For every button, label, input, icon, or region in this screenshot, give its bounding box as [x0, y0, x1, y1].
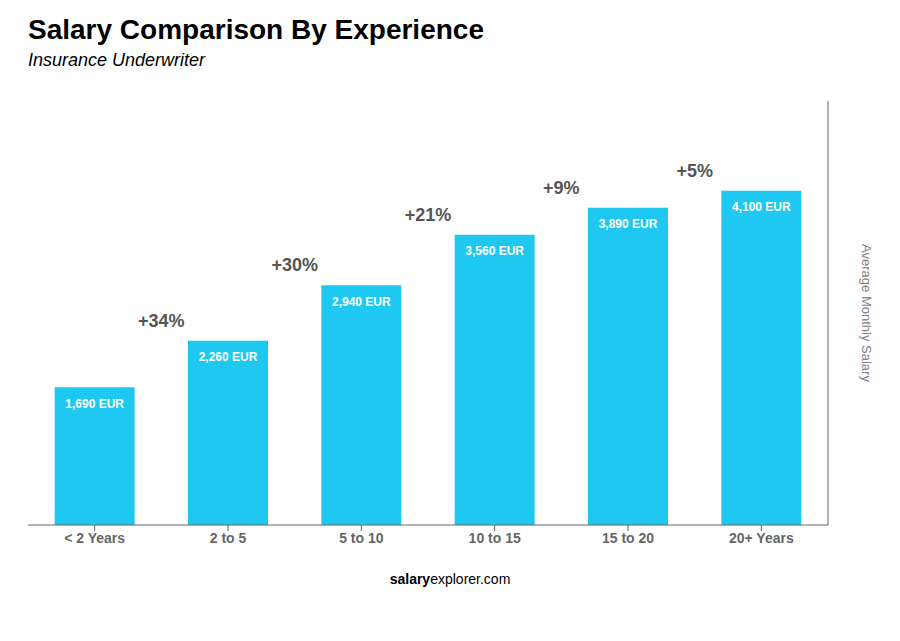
svg-text:+21%: +21%: [405, 205, 452, 225]
svg-text:2 to 5: 2 to 5: [210, 530, 247, 546]
svg-text:+34%: +34%: [138, 311, 185, 331]
svg-text:3,890 EUR: 3,890 EUR: [599, 217, 658, 231]
html-text:salary explorer.com: salary explorer.com: [389, 571, 511, 587]
svg-text:20+ Years: 20+ Years: [729, 530, 794, 546]
svg-text:5 to 10: 5 to 10: [339, 530, 384, 546]
html-text:Insurance Underwriter: Insurance Underwriter: [28, 50, 206, 70]
svg-text:3,560 EUR: 3,560 EUR: [465, 244, 524, 258]
html-text:Salary Comparison By Experienc: Salary Comparison By Experience: [28, 14, 484, 45]
svg-text:+9%: +9%: [543, 178, 580, 198]
svg-text:15 to 20: 15 to 20: [602, 530, 654, 546]
svg-text:2,260 EUR: 2,260 EUR: [199, 350, 258, 364]
svg-text:Average Monthly Salary: Average Monthly Salary: [859, 244, 874, 382]
svg-text:10 to 15: 10 to 15: [469, 530, 521, 546]
svg-text:+30%: +30%: [271, 255, 318, 275]
svg-text:+5%: +5%: [676, 161, 713, 181]
svg-text:1,690 EUR: 1,690 EUR: [65, 397, 124, 411]
svg-text:4,100 EUR: 4,100 EUR: [732, 200, 791, 214]
svg-text:2,940 EUR: 2,940 EUR: [332, 295, 391, 309]
svg-text:< 2 Years: < 2 Years: [64, 530, 125, 546]
